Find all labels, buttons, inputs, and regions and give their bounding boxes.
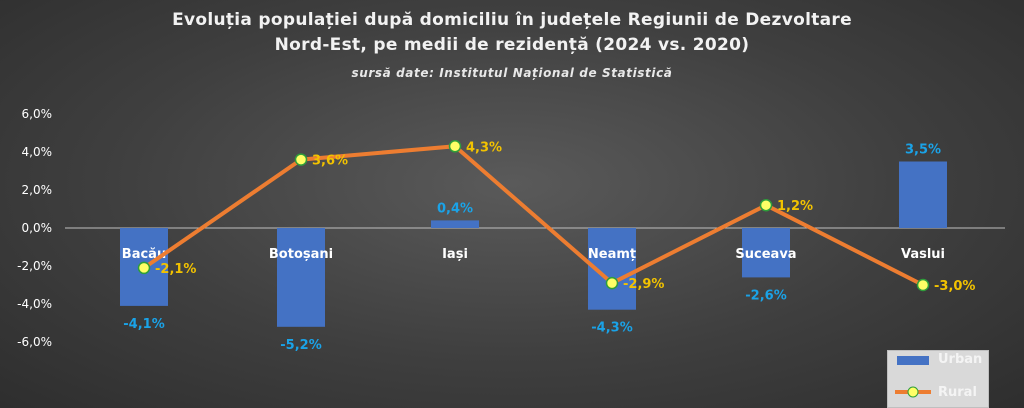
urban-bar bbox=[277, 228, 325, 327]
y-tick-label: 2,0% bbox=[22, 183, 53, 197]
rural-data-label: -2,9% bbox=[623, 277, 664, 292]
rural-line bbox=[142, 144, 924, 287]
chart-subtitle: sursă date: Institutul Național de Stati… bbox=[351, 66, 673, 80]
category-label: Botoșani bbox=[269, 247, 333, 262]
category-label: Iași bbox=[442, 247, 468, 262]
y-tick-label: 6,0% bbox=[22, 107, 53, 121]
rural-data-label: 4,3% bbox=[466, 140, 502, 155]
rural-marker bbox=[294, 153, 308, 166]
rural-marker bbox=[605, 276, 619, 290]
category-label: Vaslui bbox=[901, 247, 945, 262]
chart-title-line-2: Nord-Est, pe medii de rezidență (2024 vs… bbox=[274, 35, 750, 55]
rural-marker bbox=[916, 278, 930, 292]
urban-bars bbox=[120, 161, 947, 327]
chart-title-line-1: Evoluția populației după domiciliu în ju… bbox=[172, 10, 852, 30]
urban-bar bbox=[899, 161, 947, 228]
urban-data-label: -4,3% bbox=[591, 321, 632, 336]
rural-data-label: 3,6% bbox=[312, 154, 348, 169]
category-labels: Bacău Botoșani Iași Neamț Suceava Vaslui bbox=[122, 247, 945, 262]
legend-rural-marker bbox=[907, 386, 919, 398]
legend-rural-label: Rural bbox=[938, 385, 977, 400]
category-label: Suceava bbox=[735, 247, 796, 262]
rural-data-labels: -2,1% 3,6% 4,3% -2,9% 1,2% -3,0% bbox=[155, 140, 975, 294]
y-tick-label: -2,0% bbox=[17, 259, 52, 273]
urban-data-label: -4,1% bbox=[123, 317, 164, 332]
urban-bar bbox=[431, 220, 479, 228]
category-label: Neamț bbox=[588, 247, 636, 262]
rural-line-series bbox=[137, 140, 930, 292]
urban-data-label: 3,5% bbox=[905, 143, 941, 158]
urban-data-label: -5,2% bbox=[280, 338, 321, 353]
y-tick-label: 4,0% bbox=[22, 145, 53, 159]
urban-bar bbox=[742, 228, 790, 278]
urban-data-label: 0,4% bbox=[437, 201, 473, 216]
urban-data-labels: -4,1% -5,2% 0,4% -4,3% -2,6% 3,5% bbox=[123, 143, 941, 353]
category-label: Bacău bbox=[122, 247, 166, 262]
y-tick-label: -4,0% bbox=[17, 297, 52, 311]
rural-data-label: 1,2% bbox=[777, 199, 813, 214]
y-tick-label: -6,0% bbox=[17, 335, 52, 349]
urban-data-label: -2,6% bbox=[745, 288, 786, 303]
legend-urban-swatch bbox=[897, 356, 929, 365]
rural-data-label: -2,1% bbox=[155, 262, 196, 277]
legend-symbols bbox=[895, 356, 931, 398]
rural-marker bbox=[137, 261, 151, 275]
rural-marker bbox=[448, 140, 462, 153]
y-axis-labels: 6,0% 4,0% 2,0% 0,0% -2,0% -4,0% -6,0% bbox=[17, 107, 52, 349]
rural-marker bbox=[759, 198, 773, 212]
y-tick-label: 0,0% bbox=[22, 221, 53, 235]
rural-data-label: -3,0% bbox=[934, 279, 975, 294]
legend-urban-label: Urban bbox=[938, 352, 983, 367]
